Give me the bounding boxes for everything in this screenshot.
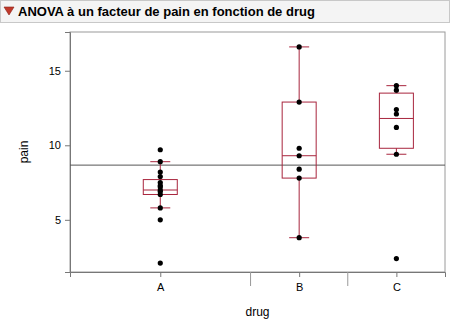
data-point (394, 111, 399, 116)
x-axis-title: drug (245, 305, 269, 319)
y-axis: 5 10 15 (49, 33, 71, 273)
upper-whisker (299, 47, 300, 102)
lower-whisker (299, 178, 300, 238)
data-point (297, 44, 302, 49)
box-plot (282, 47, 316, 238)
median-line (379, 118, 413, 119)
data-point (394, 83, 399, 88)
x-tick: C (393, 272, 401, 293)
data-point (297, 99, 302, 104)
data-point (394, 152, 399, 157)
data-point (297, 153, 302, 158)
y-tick-mark (65, 145, 70, 146)
header-menu-icon (4, 7, 14, 15)
x-tick-mark (299, 272, 300, 277)
box-plot (143, 162, 177, 208)
data-point (158, 147, 163, 152)
group-separator (347, 272, 348, 286)
data-point (297, 167, 302, 172)
x-tick-mark (396, 272, 397, 277)
y-axis-line (65, 33, 71, 273)
data-point (297, 175, 302, 180)
mean-line (70, 165, 445, 166)
x-tick-mark (160, 272, 161, 277)
plot-frame (70, 32, 445, 272)
box (379, 93, 413, 148)
x-tick-label: B (296, 281, 303, 293)
data-point (158, 192, 163, 197)
data-point (297, 146, 302, 151)
title: ANOVA à un facteur de pain en fonction d… (18, 4, 315, 19)
data-point (158, 205, 163, 210)
data-point (158, 174, 163, 179)
x-tick-label: A (157, 281, 165, 293)
data-point (158, 260, 163, 265)
y-tick-label: 10 (49, 139, 61, 151)
box-plot (379, 86, 413, 155)
box (282, 102, 316, 178)
y-axis-title: pain (17, 141, 31, 164)
y-tick-mark (65, 220, 70, 221)
y-tick: 15 (49, 65, 70, 77)
y-tick-label: 15 (49, 65, 61, 77)
y-tick-label: 5 (55, 214, 61, 226)
data-point (158, 217, 163, 222)
x-axis-line (71, 273, 446, 278)
data-point (394, 88, 399, 93)
x-tick: A (157, 272, 165, 293)
data-point (158, 159, 163, 164)
x-tick-label: C (393, 281, 401, 293)
x-tick: B (296, 272, 303, 293)
group-separator (250, 272, 251, 286)
data-point (394, 107, 399, 112)
x-axis: A B C (71, 272, 446, 293)
plot-marks (70, 44, 445, 265)
header-bar (1, 1, 450, 23)
data-point (394, 256, 399, 261)
chart: ANOVA à un facteur de pain en fonction d… (0, 0, 450, 324)
data-point (158, 170, 163, 175)
data-point (394, 125, 399, 130)
y-tick-mark (65, 71, 70, 72)
y-tick: 10 (49, 139, 70, 151)
y-tick: 5 (55, 214, 70, 226)
data-point (297, 235, 302, 240)
